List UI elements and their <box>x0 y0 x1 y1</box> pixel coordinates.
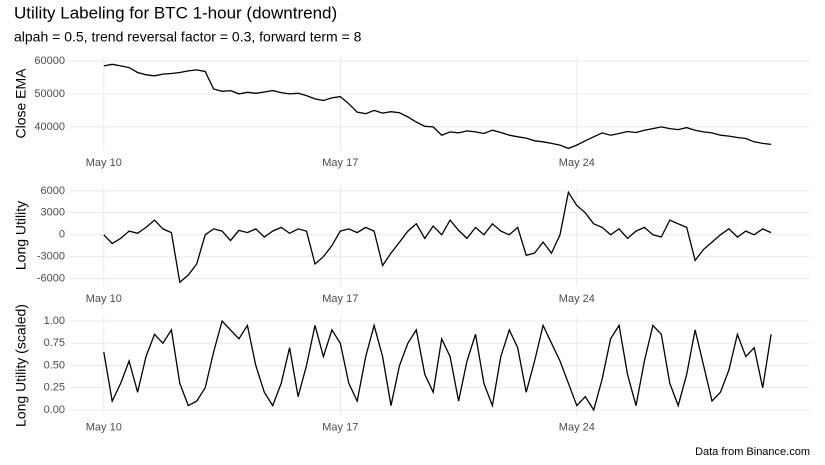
x-tick-label: May 17 <box>322 293 358 305</box>
y-tick-label: 0.50 <box>44 359 65 371</box>
y-tick-label: 1.00 <box>44 315 65 327</box>
y-tick-label: 3000 <box>41 207 65 219</box>
y-tick-label: 6000 <box>41 185 65 197</box>
x-tick-label: May 17 <box>322 157 358 169</box>
y-tick-label: -6000 <box>37 273 65 285</box>
y-tick-label: -3000 <box>37 251 65 263</box>
chart-subtitle: alpah = 0.5, trend reversal factor = 0.3… <box>14 29 362 45</box>
y-axis-title: Close EMA <box>13 68 29 139</box>
y-tick-label: 0.25 <box>44 382 65 394</box>
data-line <box>103 63 772 150</box>
chart-title: Utility Labeling for BTC 1-hour (downtre… <box>14 3 337 22</box>
y-tick-label: 0 <box>59 229 65 241</box>
x-tick-label: May 24 <box>559 157 595 169</box>
y-tick-label: 0.75 <box>44 337 65 349</box>
x-tick-label: May 24 <box>559 421 595 433</box>
x-tick-label: May 17 <box>322 421 358 433</box>
y-tick-label: 60000 <box>34 55 65 67</box>
y-tick-label: 0.00 <box>44 404 65 416</box>
x-tick-label: May 24 <box>559 293 595 305</box>
y-axis-title: Long Utility <box>13 201 29 270</box>
data-line <box>103 190 772 284</box>
caption: Data from Binance.com <box>695 446 810 458</box>
data-line <box>103 319 772 412</box>
y-axis-title: Long Utility (scaled) <box>13 304 29 427</box>
x-tick-label: May 10 <box>86 293 122 305</box>
y-tick-label: 50000 <box>34 88 65 100</box>
x-tick-label: May 10 <box>86 157 122 169</box>
x-tick-label: May 10 <box>86 421 122 433</box>
y-tick-label: 40000 <box>34 121 65 133</box>
